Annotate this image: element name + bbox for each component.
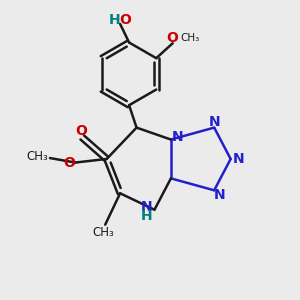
Text: O: O [75,124,87,138]
Text: N: N [232,152,244,166]
Text: H: H [141,209,153,223]
Text: CH₃: CH₃ [26,150,48,163]
Text: N: N [208,115,220,129]
Text: N: N [214,188,225,202]
Text: N: N [172,130,183,144]
Text: O: O [63,155,75,170]
Text: O: O [167,31,178,45]
Text: O: O [119,13,131,27]
Text: N: N [141,200,153,214]
Text: H: H [109,13,121,27]
Text: CH₃: CH₃ [180,33,200,43]
Text: CH₃: CH₃ [93,226,115,238]
